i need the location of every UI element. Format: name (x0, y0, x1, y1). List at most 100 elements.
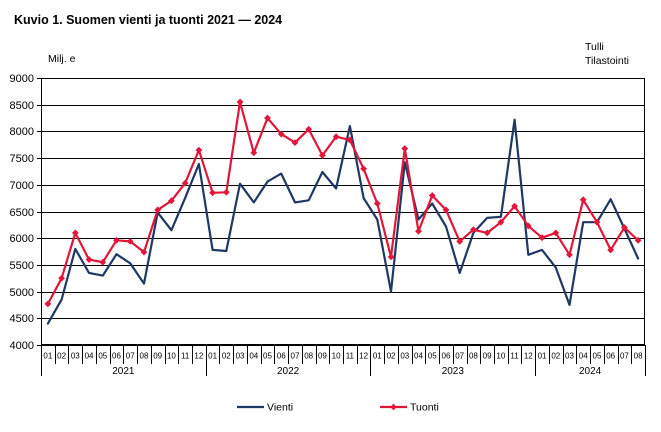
x-month-label: 05 (263, 352, 272, 361)
series-tuonti-marker (209, 189, 216, 197)
series-tuonti-marker (113, 236, 120, 244)
x-month-label: 11 (346, 352, 355, 361)
series-tuonti-marker (236, 98, 244, 106)
x-month-label: 08 (469, 352, 478, 361)
series-tuonti-marker (319, 152, 326, 159)
series-tuonti-marker (442, 206, 450, 214)
x-month-label: 08 (634, 352, 643, 361)
series-tuonti-marker (511, 202, 518, 210)
series-tuonti-marker (470, 226, 477, 234)
series-tuonti-marker (154, 206, 162, 214)
series-tuonti-marker (373, 200, 381, 207)
x-month-label: 03 (565, 352, 574, 361)
y-tick-label: 5500 (10, 260, 34, 272)
source-line-tulli: Tulli (585, 41, 604, 53)
x-month-label: 07 (455, 352, 464, 361)
x-month-label: 05 (593, 352, 602, 361)
x-month-label: 05 (428, 352, 437, 361)
series-tuonti-marker (346, 136, 354, 144)
x-month-label: 01 (208, 352, 217, 361)
series-tuonti-line (46, 100, 640, 305)
plot-border (41, 78, 645, 345)
series-tuonti-marker (552, 229, 560, 237)
source-attribution: Tulli Tilastointi (585, 41, 629, 68)
series-tuonti-marker (621, 224, 628, 231)
x-month-label: 11 (181, 352, 190, 361)
series-tuonti-marker (387, 253, 395, 261)
x-year-label: 2021 (112, 366, 135, 377)
series-tuonti-marker (168, 197, 175, 205)
x-year-label: 2023 (442, 366, 465, 377)
series-tuonti-marker (99, 258, 107, 266)
y-tick-label: 4000 (10, 340, 34, 352)
series-tuonti-marker (277, 130, 285, 138)
series-tuonti-marker (634, 236, 642, 244)
series-tuonti-marker (58, 274, 65, 282)
x-month-label: 07 (620, 352, 629, 361)
x-month-label: 11 (510, 352, 519, 361)
x-month-label: 08 (140, 352, 149, 361)
legend-tuonti-label: Tuonti (410, 402, 439, 414)
x-month-label: 02 (387, 352, 396, 361)
series-tuonti-marker (222, 188, 230, 196)
series-tuonti-marker (305, 125, 313, 133)
y-tick-label: 9000 (10, 73, 34, 85)
x-month-label: 03 (71, 352, 80, 361)
y-tick-label: 7000 (10, 180, 34, 192)
source-line-tilastointi: Tilastointi (585, 54, 629, 67)
series-tuonti-marker (538, 234, 546, 242)
series-tuonti-marker (264, 114, 271, 122)
series-tuonti-marker (566, 251, 573, 259)
chart-title: Kuvio 1. Suomen vienti ja tuonti 2021 — … (14, 13, 283, 27)
y-tick-label: 7500 (10, 153, 34, 165)
x-month-label: 04 (579, 352, 588, 361)
series-tuonti-marker (483, 229, 491, 237)
x-month-label: 06 (606, 352, 615, 361)
series-tuonti-marker (195, 146, 203, 154)
series-tuonti-marker (428, 192, 436, 199)
x-month-label: 07 (291, 352, 300, 361)
y-tick-label: 8000 (10, 126, 34, 138)
y-tick-label: 8500 (10, 100, 34, 112)
x-month-label: 10 (332, 352, 341, 361)
series-tuonti-marker (71, 229, 79, 237)
y-tick-label: 4500 (10, 313, 34, 325)
x-month-label: 01 (373, 352, 382, 361)
x-year-label: 2022 (277, 366, 300, 377)
x-month-label: 10 (167, 352, 176, 361)
x-month-label: 02 (222, 352, 231, 361)
x-month-label: 06 (442, 352, 451, 361)
series-tuonti-marker (126, 238, 134, 245)
x-month-label: 08 (304, 352, 313, 361)
series-tuonti-marker (250, 149, 258, 157)
series-tuonti-marker (44, 300, 52, 308)
legend-item-vienti: Vienti (237, 402, 293, 414)
series-tuonti-marker (140, 248, 148, 256)
series-tuonti-marker (291, 139, 299, 147)
series-tuonti-marker (579, 196, 587, 204)
x-month-label: 01 (43, 352, 52, 361)
series-tuonti-marker (456, 238, 464, 245)
x-month-label: 05 (98, 352, 107, 361)
legend-item-tuonti: Tuonti (380, 402, 439, 414)
x-month-label: 09 (483, 352, 492, 361)
series-tuonti-marker (181, 179, 189, 187)
x-month-label: 04 (414, 352, 423, 361)
x-month-label: 09 (318, 352, 327, 361)
x-month-label: 03 (236, 352, 245, 361)
legend-vienti-label: Vienti (267, 402, 293, 414)
series-tuonti-marker (497, 218, 505, 226)
y-axis-unit-label: Milj. e (48, 53, 76, 65)
series-tuonti-marker (85, 256, 93, 263)
x-month-label: 01 (538, 352, 547, 361)
x-month-label: 06 (277, 352, 286, 361)
y-tick-label: 6500 (10, 207, 34, 219)
y-tick-label: 6000 (10, 233, 34, 245)
x-month-label: 12 (524, 352, 533, 361)
series-tuonti-marker (524, 222, 532, 230)
x-year-label: 2024 (579, 366, 602, 377)
x-month-label: 10 (496, 352, 505, 361)
legend-tuonti-marker-sample (390, 403, 397, 411)
